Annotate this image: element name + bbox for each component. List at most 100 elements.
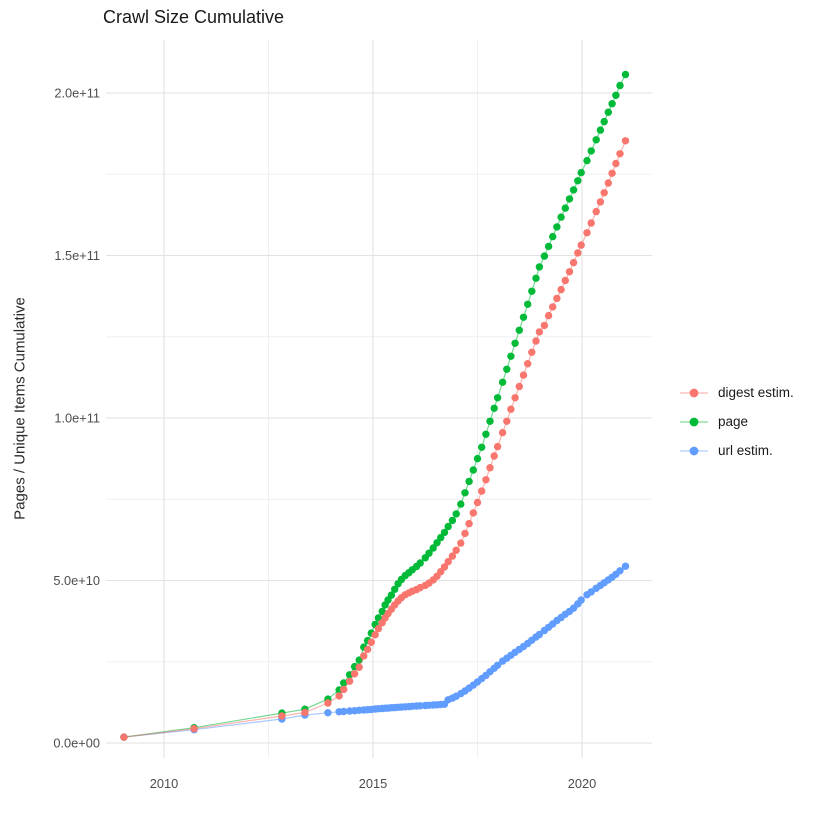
x-tick-label: 2010	[150, 776, 178, 791]
data-point-digest-estim	[616, 150, 624, 158]
data-point-digest-estim	[345, 677, 354, 685]
data-point-digest-estim	[444, 557, 452, 566]
data-point-page	[461, 489, 469, 497]
data-point-url-estim	[324, 709, 332, 717]
chart-title: Crawl Size Cumulative	[103, 7, 285, 27]
data-point-digest-estim	[490, 452, 498, 460]
data-point-digest-estim	[596, 198, 605, 206]
data-point-page	[608, 100, 616, 108]
data-point-page	[340, 679, 348, 687]
data-point-page	[596, 126, 605, 134]
y-tick-label: 0.0e+00	[53, 736, 100, 751]
data-point-page	[577, 168, 585, 177]
data-point-page	[498, 378, 507, 386]
data-point-url-estim	[493, 661, 502, 669]
data-point-page	[515, 326, 523, 334]
x-tick-label: 2015	[359, 776, 387, 791]
data-point-digest-estim	[503, 417, 511, 425]
data-point-digest-estim	[473, 498, 482, 507]
data-point-url-estim	[616, 567, 624, 575]
data-point-page	[507, 352, 515, 360]
data-point-digest-estim	[600, 189, 608, 197]
data-point-page	[549, 232, 557, 241]
y-tick-label: 1.5e+11	[54, 248, 100, 263]
data-point-url-estim	[340, 707, 348, 716]
legend-item-url-estim: url estim.	[679, 436, 794, 465]
data-point-digest-estim	[532, 337, 540, 345]
data-point-digest-estim	[371, 631, 379, 639]
data-point-digest-estim	[621, 137, 630, 145]
data-point-digest-estim	[482, 476, 490, 484]
legend-key-url-icon	[680, 446, 708, 455]
data-point-digest-estim	[553, 294, 561, 303]
data-point-digest-estim	[549, 303, 557, 311]
data-point-digest-estim	[540, 321, 549, 330]
data-point-page	[452, 510, 460, 518]
data-point-digest-estim	[574, 249, 582, 257]
data-point-page	[600, 117, 608, 126]
data-point-digest-estim	[608, 169, 616, 177]
data-point-digest-estim	[374, 624, 383, 633]
data-point-page	[524, 300, 532, 308]
data-point-digest-estim	[367, 638, 375, 646]
data-point-digest-estim	[544, 311, 553, 320]
data-point-page	[478, 443, 486, 451]
data-point-digest-estim	[569, 258, 578, 267]
data-point-page	[416, 559, 424, 567]
data-point-page	[592, 136, 600, 144]
data-point-page	[535, 263, 544, 271]
data-point-page	[574, 177, 582, 185]
data-point-page	[519, 313, 528, 321]
data-point-page	[621, 70, 630, 79]
data-point-digest-estim	[592, 207, 600, 216]
y-tick-label: 1.0e+11	[54, 411, 100, 426]
data-point-page	[490, 404, 498, 412]
data-point-url-estim	[621, 562, 630, 570]
data-point-digest-estim	[498, 428, 507, 437]
legend-key-digest-icon	[680, 388, 708, 397]
data-point-page	[583, 156, 591, 165]
data-point-digest-estim	[478, 487, 486, 495]
data-point-page	[378, 607, 386, 616]
data-point-digest-estim	[507, 405, 515, 413]
data-point-digest-estim	[577, 241, 585, 249]
legend-item-page: page	[679, 407, 794, 436]
data-point-page	[486, 417, 494, 425]
y-tick-label: 2.0e+11	[54, 86, 100, 101]
data-point-digest-estim	[528, 348, 536, 356]
data-point-digest-estim	[511, 394, 519, 402]
data-point-digest-estim	[486, 464, 494, 472]
data-point-page	[557, 213, 565, 221]
data-point-page	[437, 533, 445, 542]
data-point-digest-estim	[363, 645, 372, 654]
data-point-page	[532, 274, 540, 282]
data-point-page	[448, 516, 457, 525]
data-point-page	[544, 242, 553, 251]
data-point-digest-estim	[561, 276, 569, 285]
data-point-page	[465, 477, 473, 486]
data-point-digest-estim	[515, 382, 523, 391]
data-point-digest-estim	[324, 699, 332, 707]
data-point-digest-estim	[493, 442, 502, 451]
data-point-page	[616, 81, 624, 90]
data-point-page	[425, 549, 433, 557]
data-point-digest-estim	[604, 179, 612, 187]
data-point-page	[469, 466, 477, 474]
data-point-page	[503, 365, 511, 373]
data-point-page	[561, 204, 569, 212]
data-point-digest-estim	[469, 509, 477, 517]
data-point-page	[391, 585, 399, 593]
series-line-digest-estim	[123, 140, 627, 738]
series-line-page	[123, 74, 627, 738]
data-point-page	[457, 500, 465, 508]
data-point-page	[553, 223, 561, 231]
y-axis-title: Pages / Unique Items Cumulative	[11, 297, 29, 520]
data-point-digest-estim	[465, 519, 473, 528]
data-point-digest-estim	[565, 268, 574, 276]
data-point-url-estim	[577, 596, 585, 604]
data-point-digest-estim	[448, 552, 457, 560]
data-point-page	[387, 591, 396, 599]
data-point-page	[612, 91, 620, 100]
